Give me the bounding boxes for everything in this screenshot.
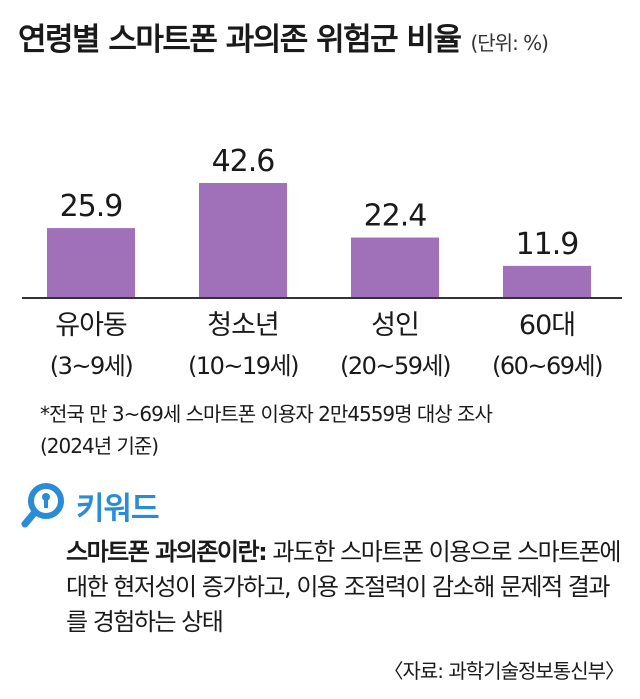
bar: [351, 237, 439, 298]
chart-title: 연령별 스마트폰 과의존 위험군 비율: [18, 22, 462, 58]
category-label: 청소년: [207, 310, 279, 341]
survey-note-line1: *전국 만 3~69세 스마트폰 이용자 2만4559명 대상 조사: [40, 402, 493, 426]
bar: [503, 265, 591, 298]
data-label: 25.9: [60, 189, 123, 224]
keyword-title: 키워드: [76, 490, 160, 527]
keyword-header: 키워드: [20, 480, 160, 530]
bar-chart: 25.9 유아동 (3~9세) 42.6 청소년 (10~19세) 22.4 성인 (20~59…: [22, 144, 622, 380]
category-label: 60대: [519, 310, 575, 341]
survey-note: *전국 만 3~69세 스마트폰 이용자 2만4559명 대상 조사 (2024…: [40, 398, 493, 462]
keyword-term: 스마트폰 과의존이란:: [66, 538, 268, 566]
category-sublabel: (20~59세): [340, 352, 450, 380]
category-sublabel: (60~69세): [492, 352, 602, 380]
category-label: 성인: [371, 310, 419, 341]
keyword-body: 스마트폰 과의존이란: 과도한 스마트폰 이용으로 스마트폰에 대한 현저성이 …: [66, 535, 626, 640]
source-credit: 〈자료: 과학기술정보통신부〉: [383, 659, 625, 683]
unit-label: (단위: %): [470, 31, 549, 55]
keyword-definition: 과도한 스마트폰 이용으로 스마트폰에 대한 현저성이 증가하고, 이용 조절력…: [66, 538, 621, 636]
data-label: 22.4: [364, 199, 427, 234]
bar: [199, 182, 287, 298]
data-label: 42.6: [212, 144, 275, 179]
category-label: 유아동: [55, 310, 127, 341]
category-sublabel: (3~9세): [50, 352, 133, 380]
magnifier-icon: [21, 483, 64, 528]
bar: [47, 228, 135, 298]
title-row: 연령별 스마트폰 과의존 위험군 비율 (단위: %): [18, 14, 630, 62]
survey-note-line2: (2024년 기준): [40, 434, 159, 458]
category-sublabel: (10~19세): [188, 352, 298, 380]
data-label: 11.9: [516, 227, 579, 262]
